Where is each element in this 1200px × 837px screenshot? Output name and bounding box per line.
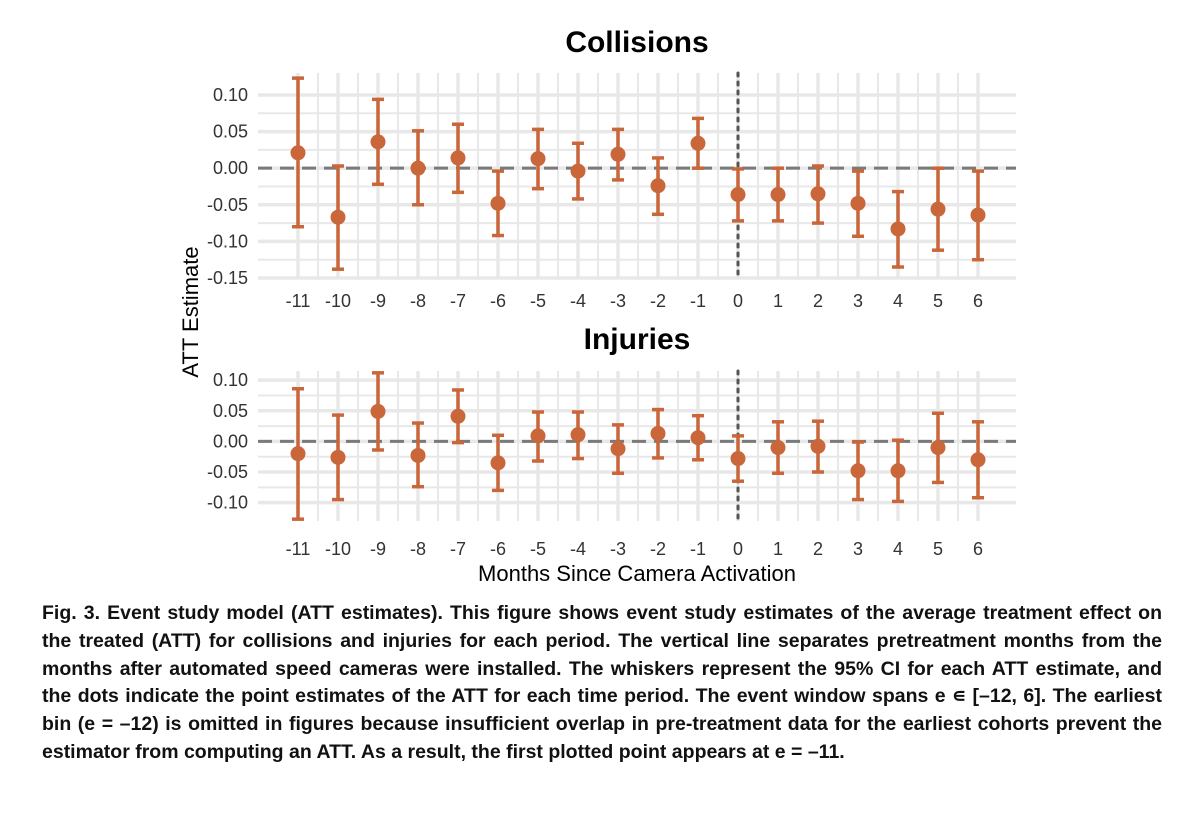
collisions-x-tick-label: -10	[325, 291, 351, 311]
injuries-point-estimate	[290, 446, 306, 462]
injuries-x-tick-label: 5	[933, 539, 943, 559]
injuries-x-tick-label: 4	[893, 539, 903, 559]
injuries-x-tick-label: -8	[410, 539, 426, 559]
collisions-y-tick-label: 0.05	[213, 122, 248, 142]
injuries-x-tick-label: -4	[570, 539, 586, 559]
collisions-x-tick-label: -2	[650, 291, 666, 311]
collisions-point-estimate	[410, 160, 426, 176]
injuries-x-tick-label: -11	[286, 539, 311, 559]
injuries-y-tick-label: -0.05	[207, 462, 248, 482]
collisions-x-tick-label: -5	[530, 291, 546, 311]
collisions-point-estimate	[930, 201, 946, 217]
injuries-x-tick-label: -10	[325, 539, 351, 559]
collisions-point-estimate	[770, 187, 786, 203]
collisions-panel-title: Collisions	[565, 26, 708, 59]
collisions-y-tick-label: 0.10	[213, 85, 248, 105]
injuries-x-tick-label: -1	[690, 539, 706, 559]
collisions-y-tick-label: -0.05	[207, 195, 248, 215]
injuries-point-estimate	[570, 427, 586, 443]
collisions-x-tick-label: 3	[853, 291, 863, 311]
collisions-point-estimate	[850, 195, 866, 211]
injuries-point-estimate	[770, 440, 786, 456]
collisions-point-estimate	[810, 186, 826, 202]
injuries-x-tick-label: 1	[773, 539, 783, 559]
y-axis-title: ATT Estimate	[178, 246, 203, 377]
collisions-panel: Collisions 0.10 0.05 0.00 -0.05 -0.10 -0.15 -1…	[207, 26, 1016, 311]
figure-caption: Fig. 3. Event study model (ATT estimates…	[42, 602, 1162, 763]
collisions-point-estimate	[290, 145, 306, 161]
injuries-panel: Injuries 0.100.050.00-0.05-0.10-11 -10 -9-…	[207, 323, 1016, 559]
injuries-y-tick-label: 0.00	[213, 431, 248, 451]
injuries-point-estimate	[650, 425, 666, 441]
collisions-point-estimate	[330, 209, 346, 225]
injuries-point-estimate	[610, 441, 626, 457]
injuries-point-estimate	[930, 440, 946, 456]
injuries-point-estimate	[330, 449, 346, 465]
injuries-point-estimate	[410, 447, 426, 463]
collisions-x-tick-label: -4	[570, 291, 586, 311]
collisions-x-tick-label: 5	[933, 291, 943, 311]
collisions-x-tick-label: -11	[286, 291, 311, 311]
collisions-point-estimate	[450, 150, 466, 166]
injuries-point-estimate	[970, 452, 986, 468]
collisions-x-tick-label: 0	[733, 291, 743, 311]
injuries-x-tick-label: -2	[650, 539, 666, 559]
injuries-panel-title: Injuries	[584, 323, 691, 356]
injuries-x-tick-label: 6	[973, 539, 983, 559]
collisions-y-tick-label: 0.00	[213, 158, 248, 178]
collisions-x-tick-label: 6	[973, 291, 983, 311]
collisions-x-tick-label: -1	[690, 291, 706, 311]
injuries-x-tick-label: -7	[450, 539, 466, 559]
collisions-point-estimate	[890, 221, 906, 237]
collisions-y-tick-label: -0.15	[207, 268, 248, 288]
injuries-y-tick-label: 0.05	[213, 401, 248, 421]
collisions-y-tick-label: -0.10	[207, 231, 248, 251]
collisions-point-estimate	[370, 134, 386, 150]
injuries-point-estimate	[890, 463, 906, 479]
injuries-point-estimate	[690, 430, 706, 446]
injuries-point-estimate	[730, 451, 746, 467]
injuries-point-estimate	[370, 403, 386, 419]
collisions-x-tick-label: 4	[893, 291, 903, 311]
collisions-x-tick-label: -8	[410, 291, 426, 311]
injuries-point-estimate	[810, 438, 826, 454]
injuries-x-tick-label: 3	[853, 539, 863, 559]
collisions-x-tick-label: -7	[450, 291, 466, 311]
collisions-point-estimate	[610, 146, 626, 162]
injuries-point-estimate	[850, 463, 866, 479]
collisions-x-tick-label: -9	[370, 291, 386, 311]
collisions-gridlines	[258, 73, 1016, 280]
collisions-point-estimate	[570, 163, 586, 179]
injuries-x-tick-label: 0	[733, 539, 743, 559]
collisions-point-estimate	[970, 207, 986, 223]
injuries-gridlines	[258, 371, 1016, 521]
collisions-x-tick-label: -3	[610, 291, 626, 311]
injuries-point-estimate	[490, 455, 506, 471]
collisions-x-tick-label: 2	[813, 291, 823, 311]
collisions-point-estimate	[730, 187, 746, 203]
collisions-point-estimate	[650, 178, 666, 194]
injuries-x-tick-label: -9	[370, 539, 386, 559]
injuries-point-estimate	[450, 408, 466, 424]
collisions-point-estimate	[530, 151, 546, 167]
collisions-x-tick-label: 1	[773, 291, 783, 311]
collisions-point-estimate	[690, 135, 706, 151]
injuries-x-tick-label: 2	[813, 539, 823, 559]
injuries-x-tick-label: -6	[490, 539, 506, 559]
injuries-point-estimate	[530, 428, 546, 444]
collisions-point-estimate	[490, 195, 506, 211]
injuries-x-tick-label: -3	[610, 539, 626, 559]
injuries-y-tick-label: -0.10	[207, 493, 248, 513]
collisions-x-tick-label: -6	[490, 291, 506, 311]
injuries-x-tick-label: -5	[530, 539, 546, 559]
injuries-y-tick-label: 0.10	[213, 370, 248, 390]
x-axis-title: Months Since Camera Activation	[478, 561, 796, 586]
